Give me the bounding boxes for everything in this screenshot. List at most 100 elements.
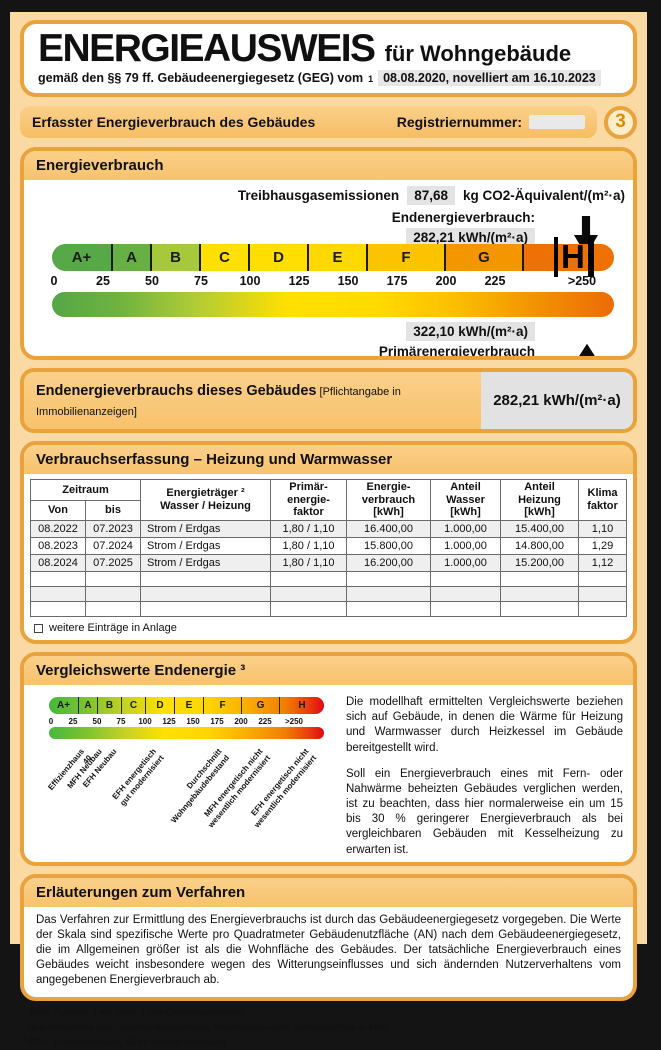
table-row-empty xyxy=(30,571,627,588)
footnote-text: gegebenenfalls auch Leerstandszuschläge,… xyxy=(28,1021,388,1033)
cell-bis: 07.2023 xyxy=(85,520,141,539)
col-header-energieverbrauch: Energie- verbrauch [kWh] xyxy=(346,479,431,522)
scale-tick: 100 xyxy=(239,273,261,288)
comparison-paragraph-2: Soll ein Energieverbrauch eines mit Fern… xyxy=(346,767,623,856)
document-subtitle: für Wohngebäude xyxy=(384,41,572,66)
col-header-klimafaktor: Klima faktor xyxy=(578,479,627,522)
more-entries-checkbox[interactable] xyxy=(34,623,43,633)
consumption-section-title: Verbrauchserfassung – Heizung und Warmwa… xyxy=(24,445,633,475)
cmp-segment-a: A xyxy=(78,697,97,715)
consumption-table: Zeitraum Energieträger ² Wasser / Heizun… xyxy=(30,479,627,618)
cmp-tick: 0 xyxy=(48,717,54,727)
cmp-tick: 225 xyxy=(258,717,272,727)
cell-heizung: 14.800,00 xyxy=(500,537,579,556)
scale-tick: 150 xyxy=(337,273,359,288)
cell-klima: 1,29 xyxy=(578,537,627,556)
scale-segment-d: D xyxy=(248,243,307,271)
end-energy-declaration: Endenergieverbrauchs dieses Gebäudes [Pf… xyxy=(20,367,637,434)
cmp-tick: 200 xyxy=(234,717,248,727)
end-energy-declaration-value: 282,21 kWh/(m²·a) xyxy=(481,371,633,430)
primary-energy-arrow-up-icon xyxy=(574,343,600,356)
certificate-page: ENERGIEAUSWEIS für Wohngebäude gemäß den… xyxy=(10,12,647,1048)
footnote: 2 gegebenenfalls auch Leerstandszuschläg… xyxy=(22,1020,635,1035)
cmp-segment-g: G xyxy=(241,697,279,715)
scale-tick: 0 xyxy=(50,273,58,288)
primary-energy-gradient-bar xyxy=(52,291,614,317)
primary-energy-value: 322,10 kWh/(m²·a) xyxy=(406,321,535,341)
law-reference: gemäß den §§ 79 ff. Gebäudeenergiegesetz… xyxy=(38,70,364,85)
cell-pef: 1,80 / 1,10 xyxy=(270,520,347,539)
end-energy-value: 282,21 kWh/(m²·a) xyxy=(406,227,535,247)
cmp-segment-b: B xyxy=(97,697,121,715)
scale-segment-c: C xyxy=(199,243,248,271)
col-header-zeitraum: Zeitraum xyxy=(30,479,141,501)
footnotes: 1 siehe Fußnote 1 auf Seite 1 des Energi… xyxy=(22,1005,635,1050)
energy-class-marker: H xyxy=(554,236,594,277)
comparison-gradient-bar xyxy=(49,727,324,740)
section-bar-title: Erfasster Energieverbrauch des Gebäudes xyxy=(32,114,316,131)
comparison-paragraph-1: Die modellhaft ermittelten Vergleichswer… xyxy=(346,696,623,754)
cmp-segment-f: F xyxy=(203,697,241,715)
cell-wasser: 1.000,00 xyxy=(430,520,501,539)
cmp-segment-h: H xyxy=(279,697,324,715)
end-energy-label: Endenergieverbrauch: xyxy=(391,209,535,225)
col-header-bis: bis xyxy=(85,499,141,522)
cmp-tick: 100 xyxy=(138,717,152,727)
registration-number-field xyxy=(529,115,585,130)
scale-tick: >250 xyxy=(567,273,597,288)
scale-segment-g: G xyxy=(444,243,522,271)
marker-bar-right xyxy=(587,236,594,277)
footnote-marker: 3 xyxy=(22,1035,26,1043)
explanation-text: Das Verfahren zur Ermittlung des Energie… xyxy=(36,913,621,987)
table-row: 08.2024 07.2025 Strom / Erdgas 1,80 / 1,… xyxy=(30,554,627,573)
end-energy-declaration-note: [Pflichtangabe in Immobilienanzeigen] xyxy=(36,385,401,419)
scale-tick: 125 xyxy=(288,273,310,288)
cmp-tick: 125 xyxy=(162,717,176,727)
scale-tick: 25 xyxy=(96,273,110,288)
scale-tick: 50 xyxy=(145,273,159,288)
ghg-emissions-value: 87,68 xyxy=(407,185,455,205)
cmp-tick: >250 xyxy=(284,717,304,727)
scale-segment-a-plus: A+ xyxy=(52,243,111,271)
cell-von: 08.2024 xyxy=(30,554,86,573)
cell-wasser: 1.000,00 xyxy=(430,537,501,556)
cmp-tick: 175 xyxy=(210,717,224,727)
table-row: 08.2023 07.2024 Strom / Erdgas 1,80 / 1,… xyxy=(30,537,627,556)
cell-energietraeger: Strom / Erdgas xyxy=(140,537,271,556)
scale-segment-e: E xyxy=(307,243,366,271)
comparison-section: Vergleichswerte Endenergie ³ A+ A B C D … xyxy=(20,652,637,866)
registration-number-label: Registriernummer: xyxy=(396,114,522,131)
energy-consumption-section: Energieverbrauch Treibhausgasemissionen … xyxy=(20,146,637,360)
cell-heizung: 15.400,00 xyxy=(500,520,579,539)
footnote: 3 EFH: Einfamilienhaus, MFH: Mehrfamilie… xyxy=(22,1035,635,1050)
scale-segment-h: H xyxy=(522,236,614,277)
scale-segment-a: A xyxy=(111,243,150,271)
cell-wasser: 1.000,00 xyxy=(430,554,501,573)
cmp-segment-d: D xyxy=(145,697,174,715)
footnote-marker: 1 xyxy=(22,1005,26,1013)
comparison-section-title: Vergleichswerte Endenergie ³ xyxy=(24,656,633,686)
cell-energietraeger: Strom / Erdgas xyxy=(140,554,271,573)
cell-verbrauch: 16.200,00 xyxy=(346,554,431,573)
table-row-empty xyxy=(30,601,627,618)
law-date: 08.08.2020, novelliert am 16.10.2023 xyxy=(378,69,601,86)
section-title-bar: Erfasster Energieverbrauch des Gebäudes … xyxy=(20,106,597,139)
marker-bar-left xyxy=(554,236,558,277)
col-header-anteil-heizung: Anteil Heizung [kWh] xyxy=(500,479,579,522)
cell-verbrauch: 16.400,00 xyxy=(346,520,431,539)
cmp-tick: 150 xyxy=(186,717,200,727)
page-number-badge: 3 xyxy=(604,105,637,139)
scale-tick: 200 xyxy=(435,273,457,288)
col-header-energietraeger: Energieträger ² Wasser / Heizung xyxy=(140,479,271,522)
explanation-section: Erläuterungen zum Verfahren Das Verfahre… xyxy=(20,873,637,1001)
comparison-scale: A+ A B C D E F G H 0 25 50 75 100 125 15… xyxy=(34,693,334,858)
cell-klima: 1,12 xyxy=(578,554,627,573)
cell-pef: 1,80 / 1,10 xyxy=(270,554,347,573)
document-header: ENERGIEAUSWEIS für Wohngebäude gemäß den… xyxy=(20,20,637,97)
cmp-segment-c: C xyxy=(121,697,145,715)
cmp-segment-e: E xyxy=(174,697,203,715)
scale-segment-b: B xyxy=(150,243,199,271)
marked-class-letter: H xyxy=(561,237,585,275)
cell-energietraeger: Strom / Erdgas xyxy=(140,520,271,539)
cmp-label-efh-gut-modernisiert: EFH energetisch gut modernisiert xyxy=(110,747,166,808)
